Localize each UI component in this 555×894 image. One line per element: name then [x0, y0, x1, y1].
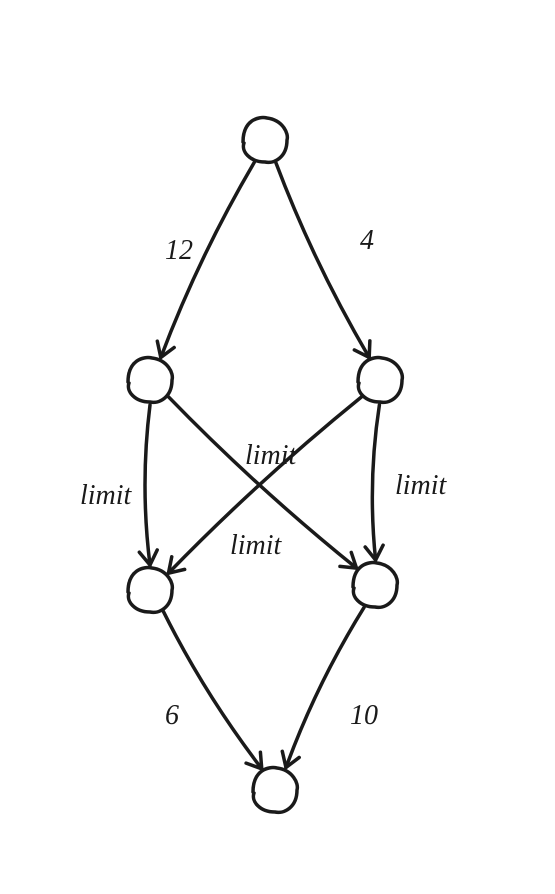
edge-label-left1-right2: limit [245, 440, 296, 472]
edge-label-right1-right2: limit [395, 470, 446, 502]
edge-left1-left2 [139, 405, 157, 565]
edge-label-source-left1: 12 [165, 235, 193, 267]
edge-label-left2-sink: 6 [165, 700, 179, 732]
edge-label-source-right1: 4 [360, 225, 374, 257]
node-right2 [353, 563, 397, 608]
node-left2 [128, 568, 172, 613]
edge-label-right2-sink: 10 [350, 700, 378, 732]
node-right1 [358, 358, 402, 403]
node-left1 [128, 358, 172, 403]
edge-right2-sink [282, 607, 364, 767]
edge-left2-sink [163, 611, 262, 769]
edge-source-right1 [276, 163, 370, 358]
node-source [243, 118, 287, 163]
edge-label-right1-left2: limit [230, 530, 281, 562]
node-sink [253, 768, 297, 813]
edge-right1-right2 [365, 405, 383, 560]
edge-label-left1-left2: limit [80, 480, 131, 512]
